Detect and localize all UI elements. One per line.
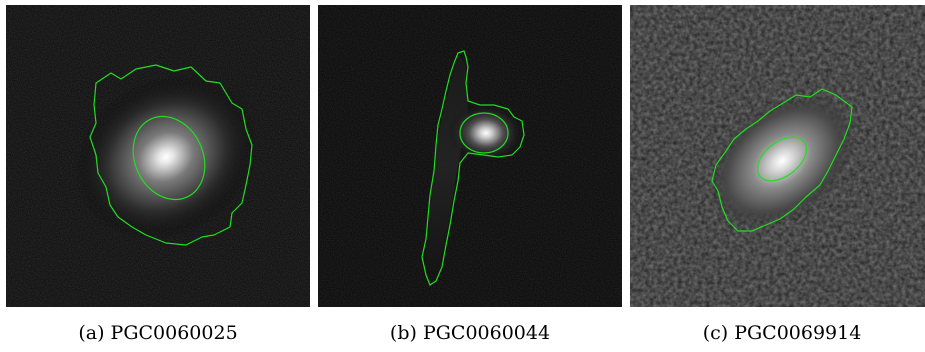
outer-contour <box>711 88 853 232</box>
galaxy-glow <box>74 74 258 240</box>
galaxy-glow <box>448 103 524 163</box>
caption-c: (c) PGC0069914 <box>702 322 862 344</box>
caption-b: (b) PGC0060044 <box>389 322 551 344</box>
inner-contour <box>756 136 808 182</box>
outer-contour <box>421 50 525 286</box>
outer-contour <box>89 64 253 246</box>
inner-contour <box>132 115 206 201</box>
galaxy-image-pgc0060044 <box>318 5 622 307</box>
caption-a: (a) PGC0060025 <box>78 322 238 344</box>
galaxy-glow <box>708 93 856 229</box>
galaxy-image-pgc0060025 <box>6 5 310 307</box>
inner-contour <box>459 112 509 154</box>
galaxy-image-pgc0069914 <box>630 5 925 307</box>
